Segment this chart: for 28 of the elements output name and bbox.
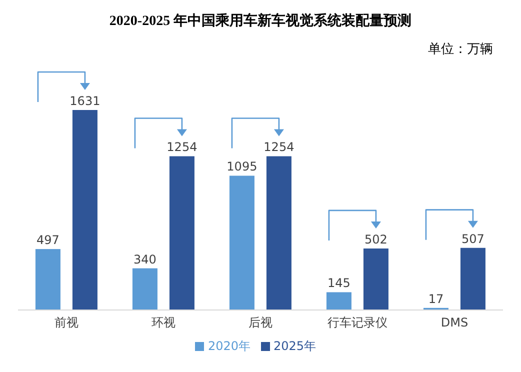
bar	[326, 292, 352, 310]
bar	[72, 110, 98, 310]
data-label: 502	[364, 232, 388, 246]
x-tick-label: 行车记录仪	[328, 316, 388, 330]
bar	[132, 268, 158, 310]
bar	[460, 248, 486, 310]
bar	[363, 248, 388, 310]
x-tick-label: 后视	[248, 316, 272, 330]
data-label: 17	[428, 292, 444, 306]
chart-title: 2020-2025 年中国乘用车新车视觉系统装配量预测	[108, 12, 413, 30]
bar	[229, 176, 254, 310]
x-tick-label: 环视	[152, 316, 176, 330]
data-label: 1095	[226, 160, 258, 174]
data-label: 507	[462, 232, 484, 246]
bar	[169, 156, 194, 310]
data-label: 340	[134, 252, 156, 266]
legend-label: 2025年	[274, 339, 316, 353]
data-label: 497	[36, 233, 60, 248]
x-tick-label: DMS	[440, 316, 468, 330]
text: 单位：万辆	[428, 41, 493, 58]
x-tick-label: 前视	[54, 316, 78, 330]
data-label: 1254	[264, 140, 294, 154]
data-label: 1254	[166, 140, 198, 154]
bar	[266, 156, 292, 310]
data-label: 145	[328, 276, 350, 290]
bar	[35, 249, 60, 310]
data-label: 1631	[70, 94, 100, 108]
legend-label: 2020年	[208, 339, 250, 353]
